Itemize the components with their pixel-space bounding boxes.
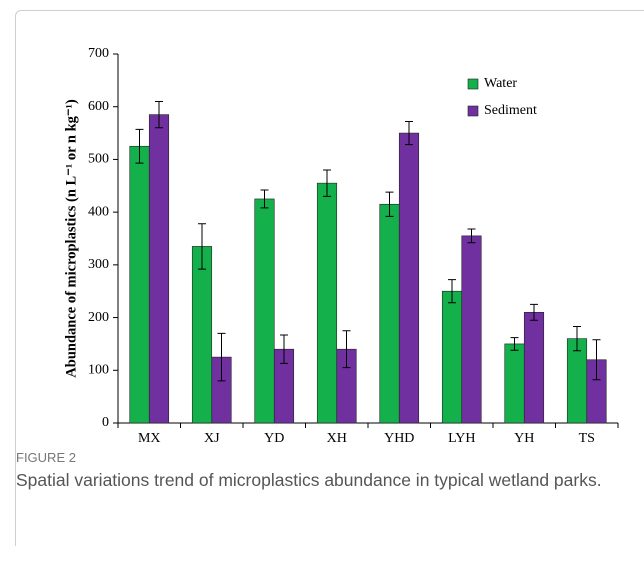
bar (441, 290, 463, 424)
x-tick-label: TS (579, 431, 595, 445)
legend-label: Sediment (484, 103, 537, 118)
error-bar (592, 339, 601, 381)
y-tick-label: 0 (102, 415, 109, 430)
legend-swatch (467, 78, 479, 90)
error-bar (155, 100, 163, 129)
x-tick-label: YH (514, 431, 534, 445)
error-bar (323, 169, 331, 197)
error-bar (448, 279, 456, 304)
x-tick-label: MX (138, 431, 161, 445)
y-tick-label: 600 (88, 99, 109, 114)
bar (129, 145, 150, 424)
error-bar (510, 337, 519, 351)
frame (15, 10, 644, 546)
error-bar (467, 228, 476, 244)
y-tick-label: 200 (88, 310, 109, 325)
error-bar (342, 330, 351, 369)
bar (523, 311, 545, 424)
y-tick-label: 100 (88, 363, 109, 378)
y-tick-label: 300 (88, 257, 109, 272)
x-tick-label: YHD (384, 431, 414, 445)
bar (504, 343, 525, 424)
error-bar (573, 326, 581, 352)
bar (398, 132, 420, 424)
bar (254, 198, 275, 424)
bar (461, 235, 482, 424)
bar (379, 203, 400, 424)
caption: Spatial variations trend of microplastic… (16, 470, 602, 490)
error-bar (198, 223, 206, 270)
error-bar (530, 303, 538, 321)
figure-label: FIGURE 2 (16, 450, 76, 465)
y-tick-label: 700 (88, 46, 109, 61)
x-tick-label: YD (264, 431, 284, 445)
bar (566, 338, 588, 424)
x-tick-label: LYH (448, 431, 475, 445)
x-tick-label: XH (327, 431, 347, 445)
error-bar (280, 334, 288, 364)
error-bar (405, 120, 413, 146)
bar (148, 114, 170, 424)
y-tick-label: 500 (88, 152, 109, 167)
bar (191, 246, 213, 424)
error-bar (217, 332, 226, 382)
error-bar (385, 191, 394, 217)
chart: 0 100 200 300 400 500 600 700 Abundance of micro… (63, 46, 619, 445)
y-tick-label: 400 (88, 204, 109, 219)
legend-label: Water (484, 76, 517, 91)
y-axis-label: Abundance of microplastics (n L⁻¹ or n k… (63, 99, 79, 378)
bar (316, 182, 338, 424)
error-bar (135, 128, 144, 164)
x-tick-label: XJ (204, 431, 220, 445)
error-bar (260, 189, 269, 209)
legend-swatch (467, 105, 479, 117)
